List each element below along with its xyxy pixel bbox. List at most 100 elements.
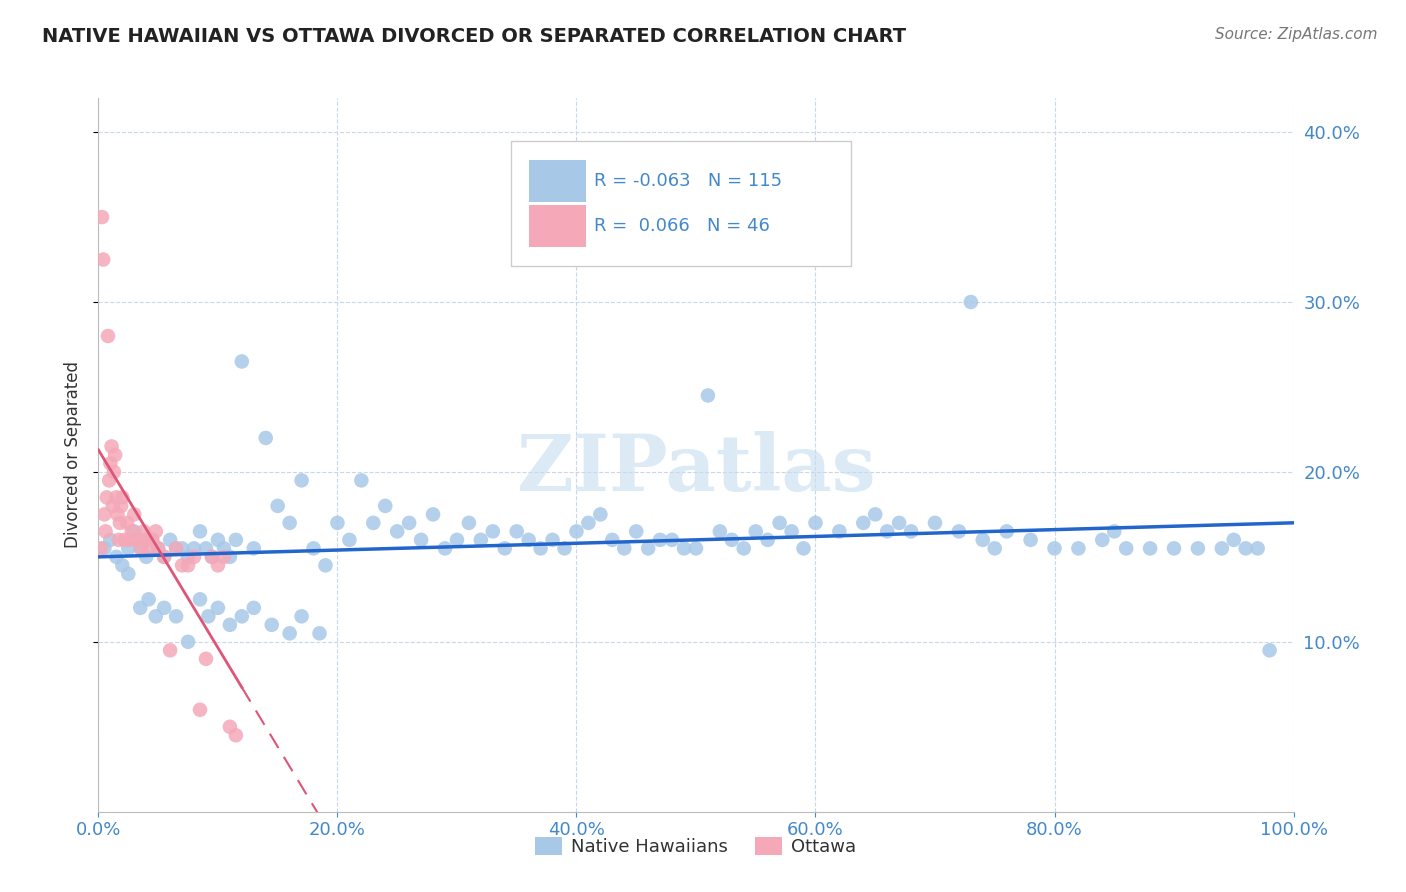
Point: [780, 524, 803, 539]
Point: [745, 524, 768, 539]
Point: [117, 566, 139, 581]
Point: [128, 533, 150, 547]
Point: [889, 516, 911, 530]
Point: [793, 541, 815, 556]
Point: [709, 524, 731, 539]
Point: [995, 524, 1018, 539]
Point: [398, 516, 420, 530]
Point: [201, 549, 224, 564]
Point: [225, 533, 247, 547]
Point: [900, 524, 922, 539]
Point: [254, 431, 277, 445]
Point: [141, 533, 163, 547]
Text: R = -0.063   N = 115: R = -0.063 N = 115: [595, 172, 783, 190]
Point: [201, 549, 224, 564]
Point: [98, 533, 122, 547]
Point: [121, 524, 143, 539]
Point: [1211, 541, 1233, 556]
Point: [1104, 524, 1126, 539]
Point: [93, 508, 115, 522]
Point: [1091, 533, 1114, 547]
Point: [828, 524, 851, 539]
Point: [124, 524, 146, 539]
Point: [721, 533, 744, 547]
Point: [648, 533, 672, 547]
Point: [197, 609, 219, 624]
Point: [960, 295, 983, 310]
Text: R =  0.066   N = 46: R = 0.066 N = 46: [595, 217, 770, 235]
Legend: Native Hawaiians, Ottawa: Native Hawaiians, Ottawa: [529, 830, 863, 863]
Point: [141, 533, 163, 547]
Point: [125, 533, 148, 547]
Point: [326, 516, 349, 530]
Point: [517, 533, 540, 547]
Point: [98, 474, 121, 488]
Point: [153, 549, 176, 564]
Point: [153, 600, 176, 615]
Point: [363, 516, 385, 530]
Point: [661, 533, 683, 547]
Point: [948, 524, 970, 539]
Point: [145, 524, 167, 539]
Point: [458, 516, 481, 530]
Point: [207, 600, 229, 615]
Point: [260, 617, 283, 632]
Point: [876, 524, 898, 539]
Point: [613, 541, 636, 556]
Point: [165, 609, 187, 624]
Point: [434, 541, 457, 556]
Point: [111, 491, 134, 505]
Point: [308, 626, 330, 640]
Point: [183, 541, 205, 556]
Point: [115, 516, 138, 530]
Point: [1163, 541, 1185, 556]
Point: [90, 541, 112, 556]
Text: Source: ZipAtlas.com: Source: ZipAtlas.com: [1215, 27, 1378, 42]
Point: [1223, 533, 1246, 547]
Point: [278, 626, 301, 640]
FancyBboxPatch shape: [510, 141, 852, 266]
Point: [207, 533, 229, 547]
Point: [626, 524, 648, 539]
Point: [554, 541, 576, 556]
Point: [132, 524, 155, 539]
Point: [291, 474, 314, 488]
Point: [385, 524, 409, 539]
Point: [470, 533, 492, 547]
Point: [350, 474, 373, 488]
Point: [107, 508, 129, 522]
Point: [733, 541, 755, 556]
Point: [1234, 541, 1257, 556]
Point: [1019, 533, 1042, 547]
Point: [339, 533, 361, 547]
Text: ZIPatlas: ZIPatlas: [516, 431, 876, 508]
Point: [183, 549, 205, 564]
Point: [602, 533, 624, 547]
Point: [93, 541, 115, 556]
Point: [207, 558, 229, 573]
Point: [129, 600, 152, 615]
Point: [153, 549, 176, 564]
Point: [135, 533, 157, 547]
Point: [124, 508, 146, 522]
Point: [188, 524, 211, 539]
Point: [315, 558, 337, 573]
Point: [135, 549, 157, 564]
Point: [291, 609, 314, 624]
FancyBboxPatch shape: [529, 205, 586, 246]
Point: [100, 439, 122, 453]
Point: [138, 592, 160, 607]
Point: [972, 533, 994, 547]
Point: [852, 516, 875, 530]
Point: [1139, 541, 1161, 556]
Point: [177, 558, 200, 573]
Point: [177, 635, 200, 649]
Point: [98, 457, 122, 471]
Point: [105, 491, 128, 505]
Point: [374, 499, 396, 513]
Point: [129, 541, 152, 556]
Point: [267, 499, 290, 513]
Point: [865, 508, 887, 522]
Point: [1115, 541, 1137, 556]
Point: [756, 533, 779, 547]
